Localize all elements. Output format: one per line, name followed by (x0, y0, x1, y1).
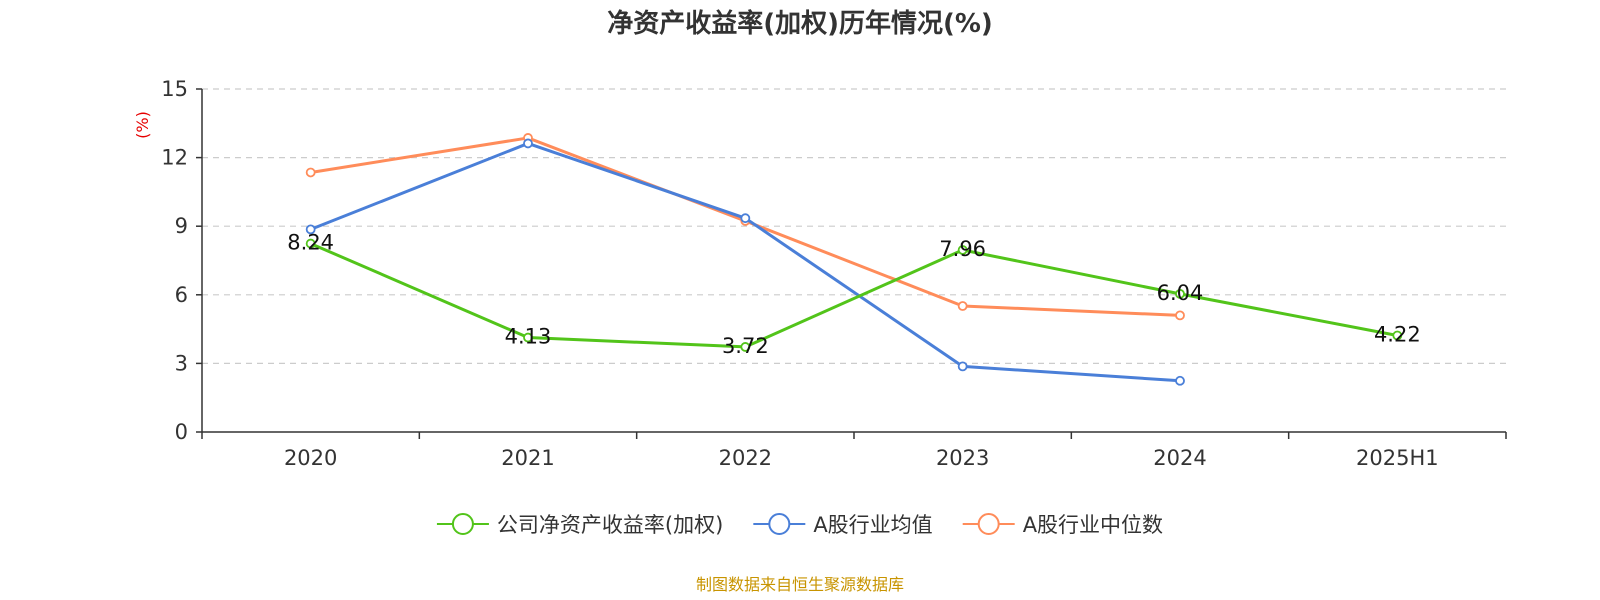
y-tick-label: 15 (161, 77, 188, 101)
y-tick-label: 9 (175, 214, 188, 238)
data-point (1175, 375, 1185, 386)
legend-label: A股行业中位数 (1023, 513, 1163, 537)
data-point (957, 361, 968, 372)
data-point (305, 238, 316, 249)
grid-lines (202, 88, 1506, 364)
y-tick-label: 3 (175, 351, 188, 375)
data-point (740, 213, 751, 224)
data-point (1175, 288, 1185, 299)
source-note: 制图数据来自恒生聚源数据库 (696, 575, 904, 594)
x-tick-label: 2025H1 (1356, 446, 1439, 470)
legend-label: A股行业均值 (813, 513, 932, 537)
x-tick-label: 2023 (936, 446, 989, 470)
x-tick-label: 2024 (1153, 446, 1206, 470)
y-tick-label: 12 (161, 146, 188, 170)
data-label: 3.72 (722, 334, 769, 358)
data-point (740, 342, 751, 352)
data-point (305, 167, 316, 178)
legend-label: 公司净资产收益率(加权) (497, 513, 723, 537)
x-tick-label: 2021 (501, 446, 554, 470)
data-label: 6.04 (1157, 281, 1204, 305)
data-point (305, 224, 316, 235)
data-point (957, 245, 968, 255)
data-label: 4.13 (505, 325, 552, 349)
data-label: 4.22 (1374, 323, 1421, 347)
x-tick-label: 2020 (284, 446, 337, 470)
data-point (1175, 310, 1185, 321)
legend-marker-icon (451, 513, 474, 535)
y-tick-label: 0 (175, 420, 188, 444)
axes: 0 3 6 9 12 15 2020 2021 2022 2023 2024 2025H1 (161, 77, 1507, 470)
y-axis-label: (%) (133, 111, 152, 139)
data-point (957, 301, 968, 311)
series-lines (305, 133, 1403, 386)
chart-title: 净资产收益率(加权)历年情况(%) (607, 8, 993, 39)
legend-marker-icon (768, 513, 791, 535)
series-line (310, 242, 1398, 349)
data-labels: 8.24 4.13 3.72 7.96 6.04 4.22 (287, 231, 1420, 358)
y-tick-label: 6 (175, 283, 188, 307)
x-tick-label: 2022 (719, 446, 772, 470)
data-label: 7.96 (939, 237, 986, 261)
data-label: 8.24 (287, 231, 334, 255)
legend-marker-icon (977, 513, 1000, 535)
data-point (1392, 330, 1403, 341)
data-point (523, 138, 533, 149)
legend[interactable]: 公司净资产收益率(加权) A股行业均值 A股行业中位数 (436, 513, 1163, 537)
data-point (523, 332, 533, 343)
